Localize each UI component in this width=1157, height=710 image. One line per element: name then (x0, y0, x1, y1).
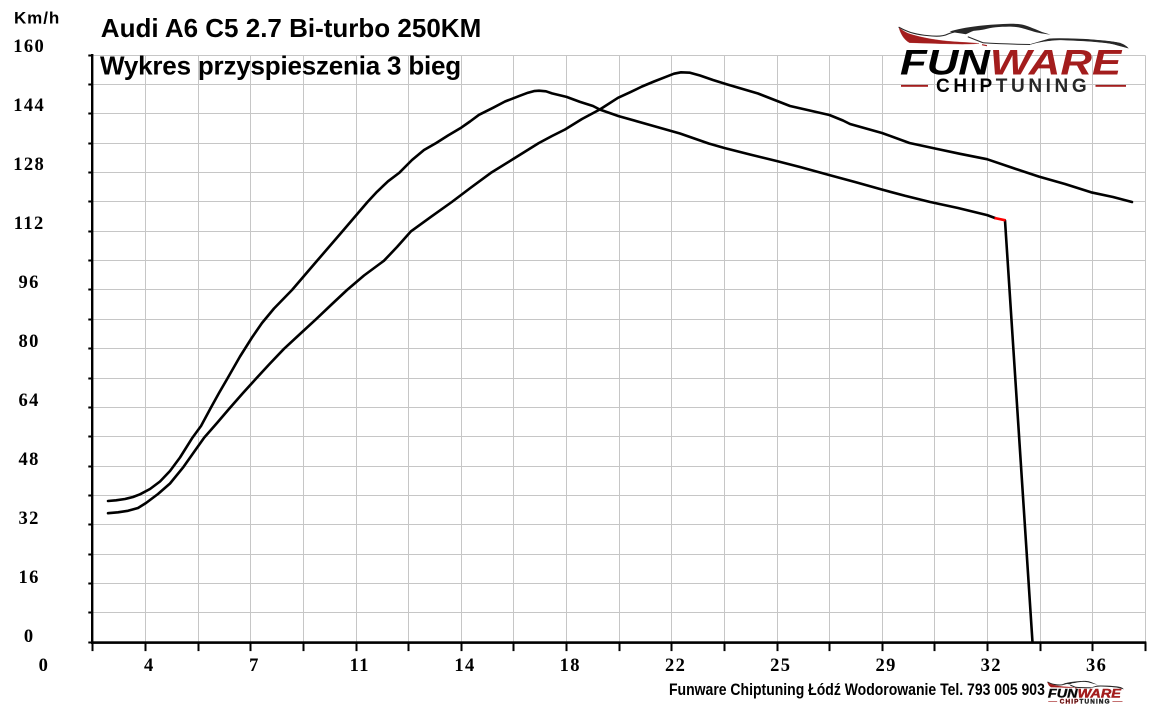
svg-text:Km/h: Km/h (14, 9, 60, 28)
svg-text:FUNWARE: FUNWARE (1048, 687, 1122, 700)
svg-text:80: 80 (19, 332, 40, 352)
svg-text:Funware Chiptuning Łódź Wodoro: Funware Chiptuning Łódź Wodorowanie Tel.… (669, 681, 1045, 700)
svg-text:112: 112 (14, 214, 45, 234)
svg-text:96: 96 (19, 273, 40, 293)
svg-text:Audi A6 C5 2.7 Bi-turbo 250KM: Audi A6 C5 2.7 Bi-turbo 250KM (101, 13, 481, 43)
svg-text:0: 0 (39, 656, 50, 676)
svg-text:144: 144 (13, 96, 45, 116)
svg-text:FUNWARE: FUNWARE (900, 44, 1123, 83)
svg-text:48: 48 (19, 450, 40, 470)
svg-text:4: 4 (144, 656, 155, 676)
svg-text:29: 29 (875, 656, 896, 676)
svg-text:32: 32 (19, 509, 40, 529)
svg-text:7: 7 (249, 656, 260, 676)
svg-text:25: 25 (770, 656, 791, 676)
svg-text:18: 18 (560, 656, 581, 676)
svg-text:CHIPTUNING: CHIPTUNING (1060, 698, 1111, 705)
svg-text:0: 0 (24, 627, 35, 647)
svg-text:16: 16 (19, 568, 40, 588)
svg-text:CHIPTUNING: CHIPTUNING (936, 76, 1090, 97)
svg-text:Wykres przyspieszenia 3 bieg: Wykres przyspieszenia 3 bieg (100, 50, 461, 80)
svg-text:64: 64 (19, 391, 40, 411)
svg-text:160: 160 (13, 37, 45, 57)
svg-text:128: 128 (13, 155, 45, 175)
svg-text:22: 22 (665, 656, 686, 676)
svg-text:11: 11 (350, 656, 370, 676)
svg-text:14: 14 (454, 656, 475, 676)
svg-text:32: 32 (981, 656, 1002, 676)
svg-text:36: 36 (1086, 656, 1107, 676)
